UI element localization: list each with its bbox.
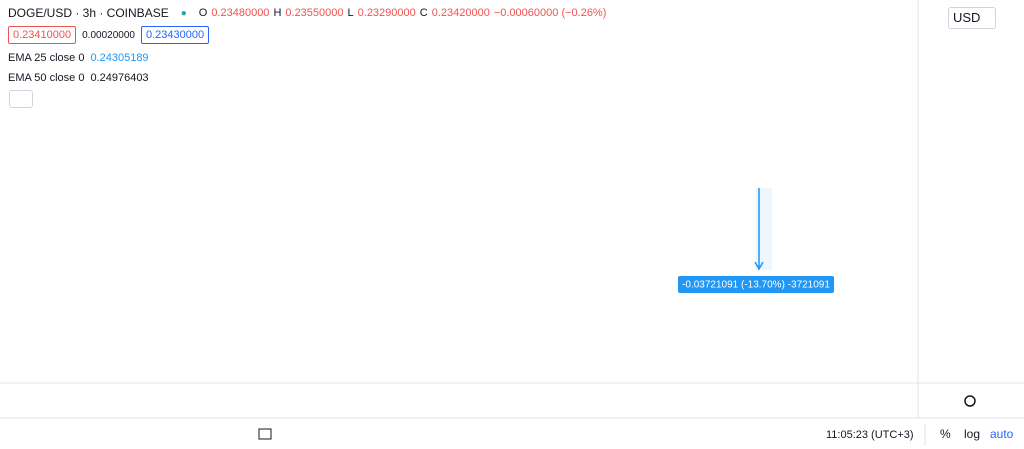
o-value: 0.23480000 bbox=[211, 7, 270, 19]
trade-row: 0.23410000 0.00020000 0.23430000 bbox=[8, 26, 210, 44]
spread: 0.00020000 bbox=[82, 29, 135, 41]
change: −0.00060000 (−0.26%) bbox=[493, 7, 607, 19]
ema25-legend: EMA 25 close 0 0.24305189 bbox=[8, 52, 149, 64]
h-value: 0.23550000 bbox=[285, 7, 344, 19]
measure-label: -0.03721091 (-13.70%) -3721091 bbox=[682, 280, 830, 291]
c-value: 0.23420000 bbox=[431, 7, 490, 19]
buy-button[interactable]: 0.23430000 bbox=[140, 26, 210, 44]
currency-select[interactable]: USD bbox=[948, 7, 996, 29]
auto-toggle[interactable]: auto bbox=[990, 427, 1014, 441]
status-dot: ● bbox=[180, 7, 187, 19]
ema25-value: 0.24305189 bbox=[90, 52, 149, 64]
ema50-label: EMA 50 close 0 bbox=[8, 72, 85, 84]
collapse-button[interactable] bbox=[9, 90, 33, 108]
settings-icon[interactable] bbox=[964, 395, 976, 407]
percent-toggle[interactable]: % bbox=[940, 427, 951, 441]
symbol[interactable]: DOGE/USD · 3h · COINBASE bbox=[8, 6, 169, 20]
measure-label-box bbox=[678, 276, 834, 293]
o-label: O bbox=[198, 7, 208, 19]
l-label: L bbox=[347, 7, 354, 19]
c-label: C bbox=[419, 7, 428, 19]
measure-arrow-head bbox=[754, 261, 764, 271]
l-value: 0.23290000 bbox=[357, 7, 416, 19]
clock: 11:05:23 (UTC+3) bbox=[826, 429, 914, 441]
log-toggle[interactable]: log bbox=[964, 427, 980, 441]
measure-area bbox=[756, 188, 772, 270]
ema25-label: EMA 25 close 0 bbox=[8, 52, 85, 64]
goto-date-icon[interactable] bbox=[258, 428, 272, 440]
ema50-legend: EMA 50 close 0 0.24976403 bbox=[8, 72, 149, 84]
h-label: H bbox=[273, 7, 282, 19]
sell-button[interactable]: 0.23410000 bbox=[8, 26, 77, 44]
ema50-value: 0.24976403 bbox=[90, 72, 149, 84]
legend-row: DOGE/USD · 3h · COINBASE ● O 0.23480000 H… bbox=[8, 6, 606, 20]
